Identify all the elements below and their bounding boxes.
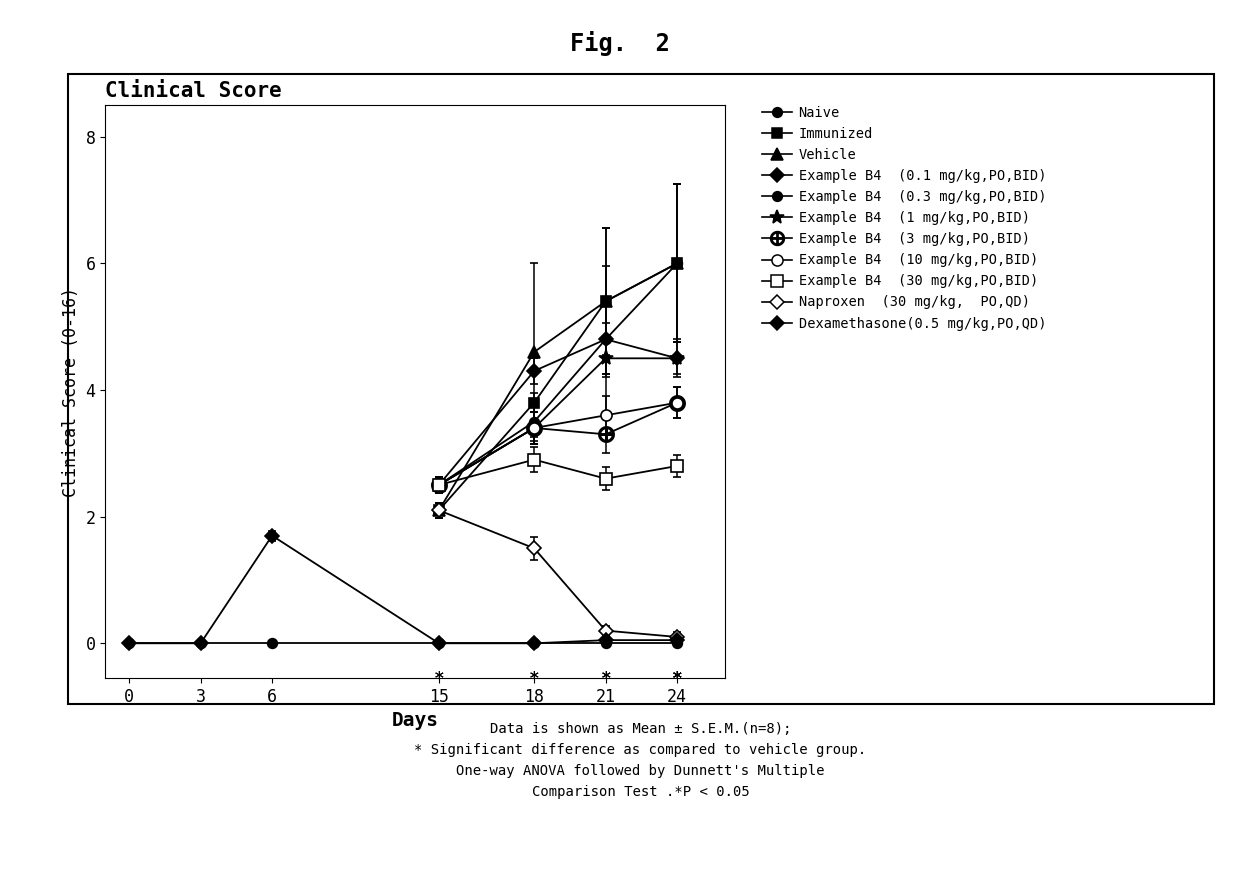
- Text: *: *: [529, 670, 540, 688]
- Text: Data is shown as Mean ± S.E.M.(n=8);
* Significant difference as compared to veh: Data is shown as Mean ± S.E.M.(n=8); * S…: [414, 722, 867, 800]
- Text: *: *: [529, 670, 540, 688]
- Text: *: *: [600, 670, 611, 688]
- Text: *: *: [672, 670, 683, 688]
- Text: *: *: [672, 670, 683, 688]
- Text: *: *: [672, 670, 683, 688]
- Legend: Naive, Immunized, Vehicle, Example B4  (0.1 mg/kg,PO,BID), Example B4  (0.3 mg/k: Naive, Immunized, Vehicle, Example B4 (0…: [756, 101, 1052, 336]
- Text: *: *: [600, 670, 611, 688]
- Text: *: *: [434, 670, 445, 688]
- Text: Fig.  2: Fig. 2: [570, 31, 669, 56]
- Text: *: *: [600, 670, 611, 688]
- Text: *: *: [672, 670, 683, 688]
- Text: *: *: [434, 670, 445, 688]
- Text: *: *: [434, 670, 445, 688]
- X-axis label: Days: Days: [392, 711, 439, 731]
- Text: *: *: [672, 670, 683, 688]
- Text: *: *: [600, 670, 611, 688]
- Text: Clinical Score: Clinical Score: [105, 80, 282, 101]
- Y-axis label: Clinical Score (0-16): Clinical Score (0-16): [62, 286, 81, 496]
- Text: *: *: [529, 670, 540, 688]
- Text: *: *: [672, 670, 683, 688]
- Text: *: *: [672, 670, 683, 688]
